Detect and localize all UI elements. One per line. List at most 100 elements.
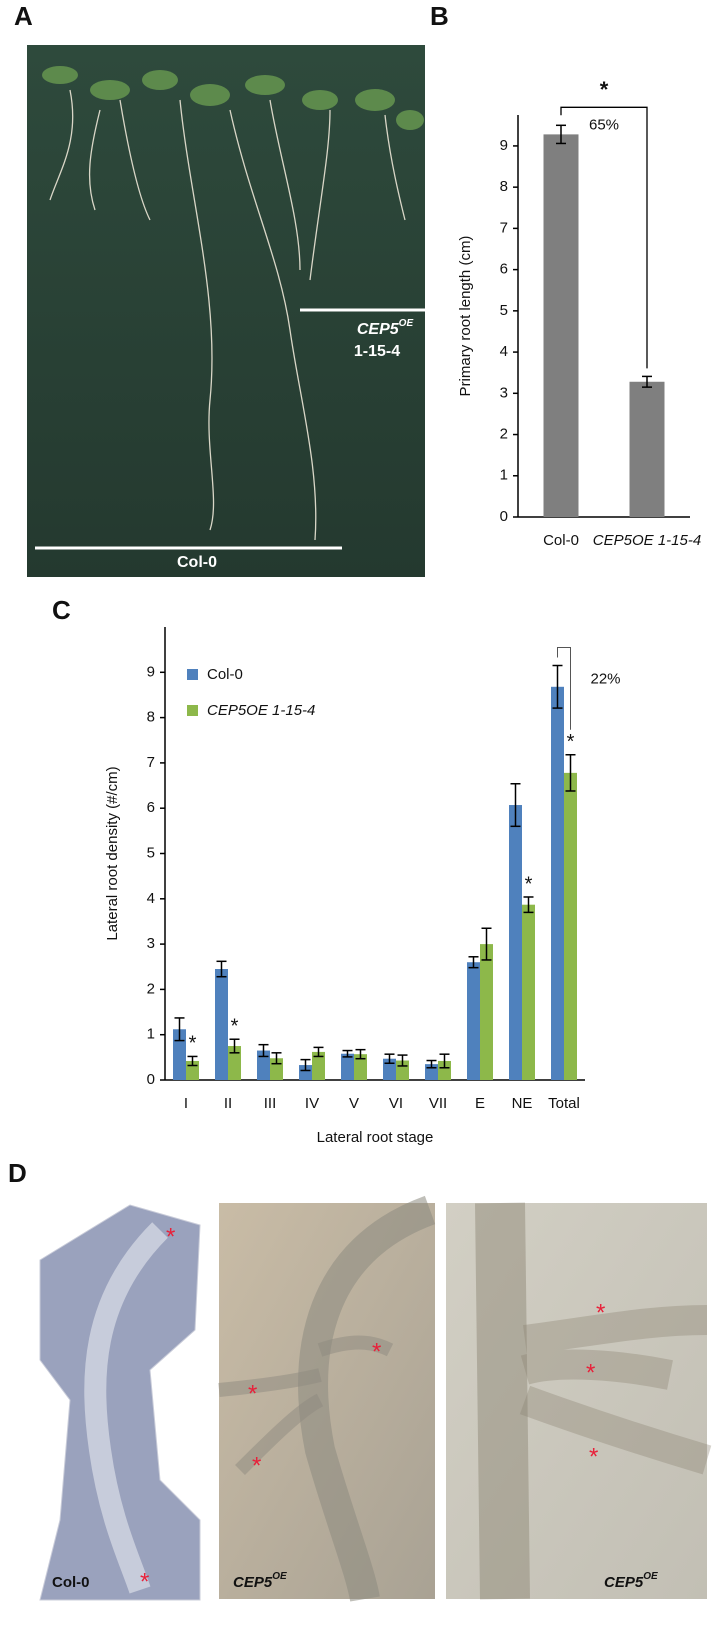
- marker: *: [586, 1359, 595, 1386]
- difference-label: 65%: [589, 116, 619, 133]
- error-bar: [300, 1058, 311, 1072]
- difference-bracket: [557, 647, 571, 730]
- error-bar: [552, 664, 563, 709]
- error-bar: [258, 1043, 269, 1058]
- bar: [467, 962, 480, 1080]
- x-axis-label: Lateral root stage: [317, 1129, 434, 1146]
- error-bar: [556, 124, 566, 145]
- error-bar: [187, 1055, 198, 1067]
- y-tick-label: 6: [147, 799, 155, 816]
- x-tick-label: Col-0: [543, 532, 579, 549]
- bar: [438, 1060, 451, 1080]
- image-label: CEP5OE: [604, 1571, 658, 1591]
- seedlings: [42, 66, 424, 130]
- label-superscript: OE: [643, 1571, 658, 1582]
- error-bar: [216, 960, 227, 978]
- y-tick-label: 8: [147, 709, 155, 726]
- bar: [257, 1050, 270, 1080]
- error-bar: [642, 375, 652, 388]
- y-tick-label: 5: [500, 302, 508, 319]
- x-tick-label: I: [184, 1095, 188, 1112]
- bar: [215, 969, 228, 1080]
- label-text: CEP5: [604, 1574, 644, 1591]
- y-axis-label: Lateral root density (#/cm): [104, 766, 121, 940]
- y-tick-label: 7: [500, 219, 508, 236]
- bar: [354, 1054, 367, 1080]
- y-tick-label: 8: [500, 178, 508, 195]
- x-tick-label: CEP5OE 1-15-4: [593, 532, 701, 549]
- y-tick-label: 1: [147, 1026, 155, 1043]
- legend-label: Col-0: [207, 666, 243, 683]
- image-label: CEP5OE: [233, 1571, 287, 1591]
- micrograph: [39, 1204, 201, 1601]
- marker: *: [596, 1299, 605, 1326]
- y-tick-label: 2: [147, 980, 155, 997]
- root: [84, 1222, 168, 1594]
- asterisks: * * * * * * * *: [140, 1223, 605, 1595]
- y-tick-label: 1: [500, 467, 508, 484]
- panel-letter: A: [14, 1, 33, 31]
- error-bar: [174, 1017, 185, 1042]
- x-tick-label: VII: [429, 1095, 447, 1112]
- y-tick-label: 3: [147, 935, 155, 952]
- difference-label: 22%: [591, 670, 621, 687]
- bar: [383, 1058, 396, 1080]
- x-tick-label: III: [264, 1095, 277, 1112]
- x-tick-label: IV: [305, 1095, 319, 1112]
- marker: *: [372, 1338, 381, 1365]
- label-text: CEP5: [233, 1574, 273, 1591]
- error-bar: [355, 1048, 366, 1060]
- error-bar: [384, 1053, 395, 1064]
- label-superscript: OE: [272, 1571, 287, 1582]
- legend-swatch: [187, 669, 198, 680]
- error-bar: [468, 956, 479, 969]
- y-axis-label: Primary root length (cm): [457, 236, 474, 397]
- x-tick-label: E: [475, 1095, 485, 1112]
- allele-label: 1-15-4: [354, 343, 400, 360]
- error-bar: [342, 1049, 353, 1058]
- error-bar: [565, 753, 576, 792]
- y-tick-label: 3: [500, 384, 508, 401]
- y-tick-label: 9: [147, 663, 155, 680]
- error-bar: [397, 1054, 408, 1067]
- significance-label: *: [189, 1033, 197, 1055]
- error-bar: [271, 1052, 282, 1065]
- control-label: Col-0: [177, 554, 217, 571]
- y-tick-label: 2: [500, 426, 508, 443]
- error-bar: [523, 896, 534, 914]
- error-bar: [439, 1053, 450, 1069]
- x-tick-label: VI: [389, 1095, 403, 1112]
- y-tick-label: 0: [500, 508, 508, 525]
- error-bar: [229, 1038, 240, 1054]
- bar: [629, 381, 665, 517]
- marker: *: [140, 1568, 149, 1595]
- marker: *: [166, 1223, 175, 1250]
- bar: [543, 134, 579, 517]
- bar: [480, 944, 493, 1080]
- marker: *: [248, 1380, 257, 1407]
- legend-swatch: [187, 705, 198, 716]
- error-bar: [426, 1059, 437, 1069]
- y-tick-label: 5: [147, 844, 155, 861]
- line-superscript: OE: [399, 318, 414, 329]
- y-tick-label: 9: [500, 137, 508, 154]
- legend-label: CEP5OE 1-15-4: [207, 702, 315, 719]
- root: [475, 1202, 530, 1600]
- error-bar: [510, 782, 521, 828]
- x-tick-label: Total: [548, 1095, 580, 1112]
- panel-letter: B: [430, 1, 449, 31]
- x-tick-label: II: [224, 1095, 232, 1112]
- panel-letter: D: [8, 1158, 27, 1188]
- roots: [49, 89, 406, 541]
- marker: *: [589, 1443, 598, 1470]
- bar: [564, 772, 577, 1080]
- label-text: Col-0: [52, 1574, 90, 1591]
- bar: [299, 1065, 312, 1080]
- line-name: CEP5: [357, 321, 400, 338]
- bar: [509, 805, 522, 1080]
- x-tick-label: V: [349, 1095, 359, 1112]
- significance-label: *: [525, 873, 533, 895]
- significance-bracket: [560, 106, 648, 369]
- y-tick-label: 4: [500, 343, 508, 360]
